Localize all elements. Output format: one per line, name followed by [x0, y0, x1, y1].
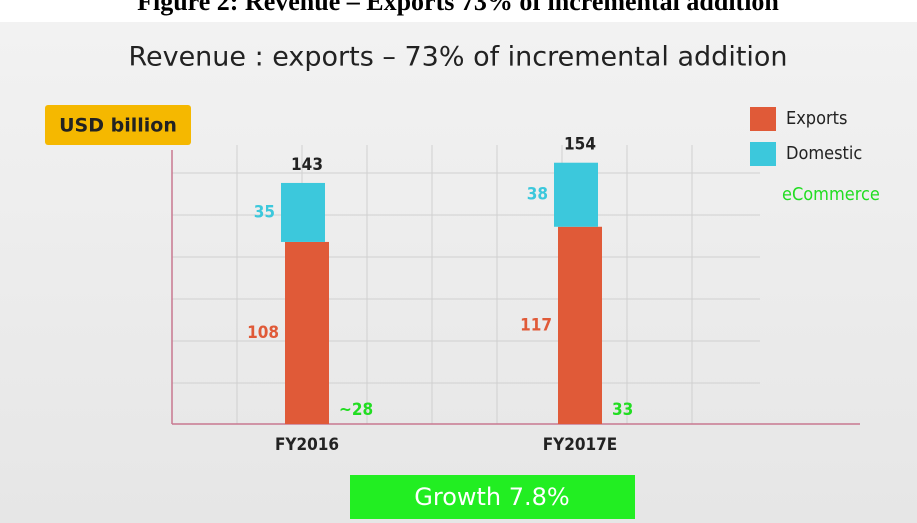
- x-tick-label: FY2017E: [543, 435, 618, 455]
- growth-label: Growth 7.8%: [414, 483, 569, 511]
- legend-label: Domestic: [786, 143, 862, 164]
- grid: [172, 145, 760, 424]
- legend-label: eCommerce: [782, 184, 880, 205]
- unit-label: USD billion: [59, 115, 177, 137]
- unit-box: [45, 105, 191, 145]
- value-label: 108: [247, 323, 279, 343]
- growth-box: [350, 475, 635, 519]
- legend-swatch: [750, 107, 776, 131]
- bar-segment: [281, 182, 325, 242]
- value-label: 117: [520, 315, 552, 335]
- legend-swatch: [750, 142, 776, 166]
- total-label: 154: [564, 135, 596, 155]
- legend-label: Exports: [786, 108, 847, 129]
- background: [0, 22, 917, 523]
- figure-caption: Figure 2: Revenue – Exports 73% of incre…: [137, 0, 779, 16]
- bar-segment: [285, 241, 329, 424]
- bar-segment: [558, 226, 602, 424]
- bar-segment: [554, 162, 598, 227]
- x-tick-label: FY2016: [275, 435, 339, 455]
- total-label: 143: [291, 155, 323, 175]
- ecommerce-label: ~28: [339, 400, 373, 420]
- chart-title: Revenue : exports – 73% of incremental a…: [128, 42, 787, 73]
- value-label: 35: [254, 202, 275, 222]
- ecommerce-label: 33: [612, 400, 633, 420]
- value-label: 38: [527, 185, 548, 205]
